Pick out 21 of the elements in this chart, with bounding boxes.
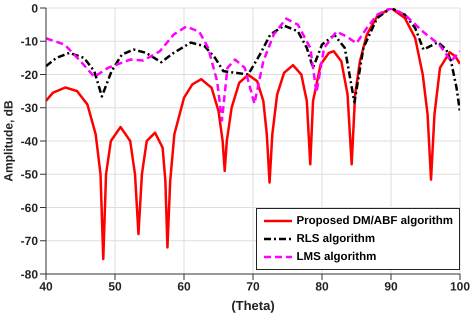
x-tick-label: 90 [384,280,398,294]
y-tick-label: -60 [20,200,38,215]
x-tick-label: 40 [39,280,53,294]
legend-label: RLS algorithm [296,233,376,245]
x-axis-title: (Theta) [231,298,275,313]
y-tick-label: -20 [20,68,38,82]
x-tick-label: 70 [246,280,260,294]
legend-label: Proposed DM/ABF algorithm [296,215,453,227]
y-tick-label: -70 [20,234,38,248]
x-tick-label: 60 [177,280,191,294]
legend-label: LMS algorithm [296,251,376,263]
y-tick-label: -80 [20,267,38,282]
y-tick-label: -50 [20,168,38,182]
y-tick-label: -10 [20,34,38,49]
y-tick-label: 0 [31,1,38,16]
y-tick-label: -40 [20,134,38,148]
y-axis-title: Amplitude, dB [1,100,16,182]
x-tick-label: 80 [315,280,329,294]
x-tick-label: 100 [450,280,470,294]
x-tick-label: 50 [108,280,122,294]
y-tick-label: -30 [20,101,38,116]
